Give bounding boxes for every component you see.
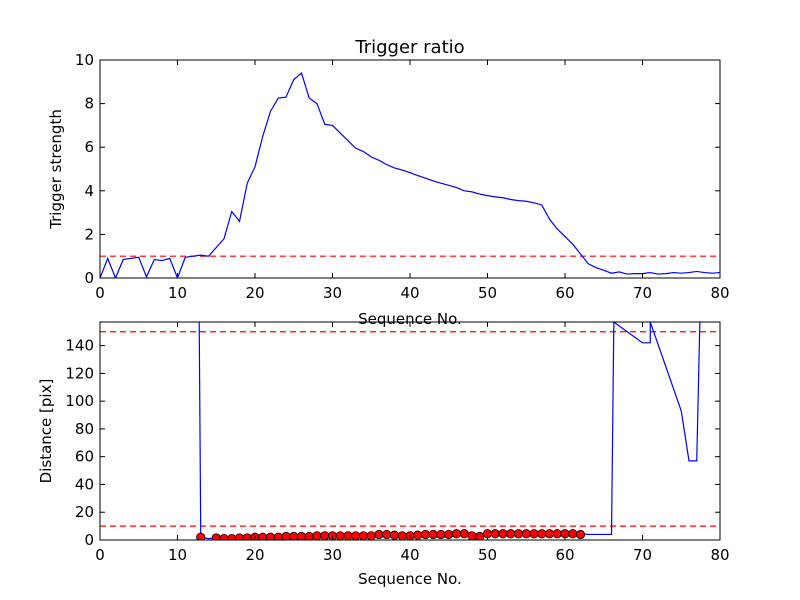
data-point xyxy=(242,533,252,540)
data-point xyxy=(552,529,562,539)
plot-area: 0 10 20 30 40 50 60 70 80 0 2 4 6 8 10 xyxy=(75,51,730,302)
data-point xyxy=(413,530,423,540)
x-tick-label: 20 xyxy=(245,546,264,564)
data-point xyxy=(513,529,524,539)
x-tick-label: 0 xyxy=(95,546,105,564)
data-point xyxy=(490,529,500,539)
x-tick-label: 50 xyxy=(478,284,497,302)
x-tick-label: 80 xyxy=(710,546,729,564)
y-tick-label: 0 xyxy=(84,269,94,287)
x-tick-label: 70 xyxy=(633,284,652,302)
series-line xyxy=(100,72,720,278)
x-axis-label: Sequence No. xyxy=(358,310,462,328)
y-tick-label: 80 xyxy=(75,420,94,438)
trigger-ratio-panel: Trigger ratio Sequence No. Trigger stren… xyxy=(47,37,730,328)
data-point xyxy=(568,529,578,539)
x-tick-label: 80 xyxy=(710,284,729,302)
data-point xyxy=(521,529,531,539)
data-point xyxy=(320,531,330,540)
data-point xyxy=(196,532,206,540)
data-point xyxy=(420,529,431,540)
data-point xyxy=(234,533,245,540)
x-tick-label: 40 xyxy=(400,284,419,302)
data-point xyxy=(428,529,438,540)
data-point xyxy=(575,529,586,540)
y-axis-label: Distance [pix] xyxy=(37,379,55,484)
data-point xyxy=(211,533,221,540)
data-point xyxy=(451,529,462,539)
y-tick-label: 0 xyxy=(84,531,94,549)
x-tick-label: 0 xyxy=(95,284,105,302)
y-tick-label: 8 xyxy=(84,95,94,113)
data-point xyxy=(219,534,229,540)
data-point xyxy=(467,531,477,540)
data-point xyxy=(544,529,555,539)
x-axis-label: Sequence No. xyxy=(358,570,462,588)
data-point xyxy=(459,529,469,539)
x-tick-label: 30 xyxy=(323,546,342,564)
data-point xyxy=(374,529,384,540)
data-point xyxy=(335,531,345,540)
plot-frame xyxy=(99,321,721,541)
data-point xyxy=(304,531,314,540)
data-point xyxy=(358,531,369,540)
data-point xyxy=(227,534,237,540)
y-tick-label: 20 xyxy=(75,503,94,521)
y-tick-label: 2 xyxy=(84,225,94,243)
data-point xyxy=(529,529,539,539)
series-line xyxy=(198,322,701,540)
x-tick-label: 10 xyxy=(168,284,187,302)
x-tick-label: 60 xyxy=(555,284,574,302)
data-point xyxy=(289,531,299,540)
data-point xyxy=(343,531,353,540)
data-point xyxy=(475,531,485,540)
data-point xyxy=(296,531,307,540)
y-tick-label: 10 xyxy=(75,51,94,69)
data-point xyxy=(506,529,516,539)
x-tick-label: 60 xyxy=(555,546,574,564)
y-tick-label: 100 xyxy=(65,392,94,410)
plot-area: 0 10 20 30 40 50 60 70 80 0 20 40 60 80 100 120 140 xyxy=(65,321,730,564)
y-tick-label: 4 xyxy=(84,182,94,200)
x-tick-label: 10 xyxy=(168,546,187,564)
y-tick-label: 60 xyxy=(75,448,94,466)
y-axis-label: Trigger strength xyxy=(47,109,65,230)
y-tick-label: 120 xyxy=(65,364,94,382)
plot-frame xyxy=(99,59,721,279)
plot-content xyxy=(100,322,720,540)
y-tick-label: 6 xyxy=(84,138,94,156)
data-point xyxy=(312,531,322,540)
data-point xyxy=(382,529,392,540)
x-tick-label: 20 xyxy=(245,284,264,302)
x-tick-label: 30 xyxy=(323,284,342,302)
data-point xyxy=(351,531,361,540)
data-point xyxy=(498,529,508,539)
data-point xyxy=(436,529,446,540)
chart-title: Trigger ratio xyxy=(354,37,464,58)
data-point xyxy=(389,530,400,540)
data-point xyxy=(444,529,454,540)
plot-content xyxy=(100,72,720,278)
x-tick-label: 70 xyxy=(633,546,652,564)
x-tick-label: 50 xyxy=(478,546,497,564)
data-point xyxy=(366,531,376,540)
y-tick-label: 40 xyxy=(75,475,94,493)
data-point xyxy=(397,531,407,540)
data-point xyxy=(537,529,547,539)
x-tick-label: 40 xyxy=(400,546,419,564)
y-tick-label: 140 xyxy=(65,337,94,355)
data-point xyxy=(281,531,291,540)
distance-panel: Sequence No. Distance [pix] 0 10 20 30 40 50 6… xyxy=(37,321,730,588)
